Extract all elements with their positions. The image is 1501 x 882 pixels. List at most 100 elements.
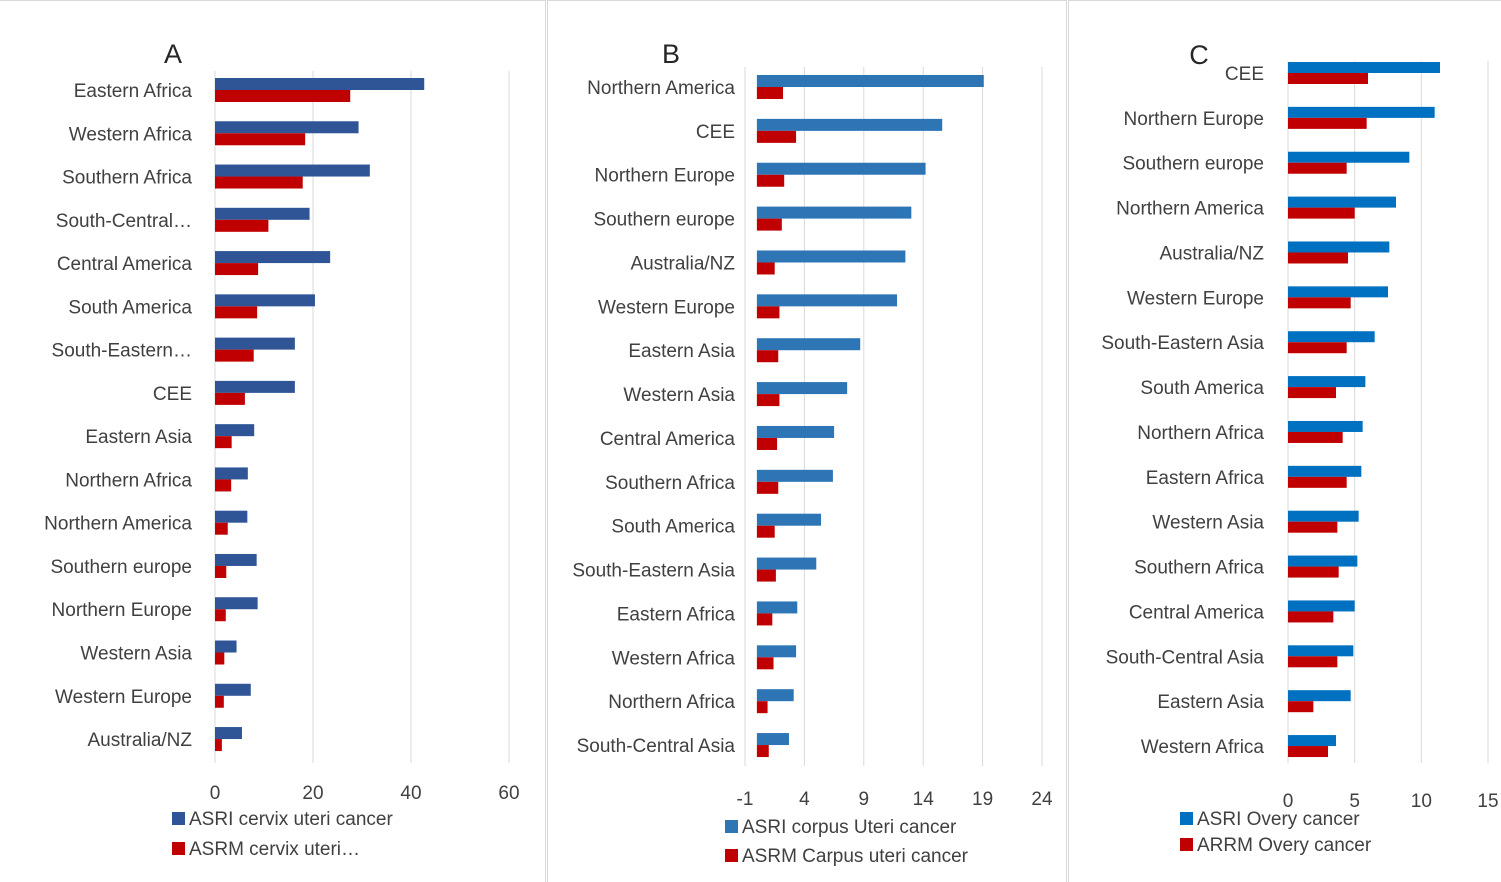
category-label: South-Eastern Asia [1101, 333, 1264, 354]
bar-asri [1288, 690, 1351, 702]
bar-asrm [215, 522, 228, 535]
legend-label: ASRI cervix uteri cancer [189, 809, 393, 830]
bar-asrm [756, 350, 779, 363]
panel-b: -1 4 9 14 19 24 B Northern America CEE Northern E… [547, 0, 1067, 882]
bar-asrm [756, 657, 774, 670]
category-label: South-Central Asia [1106, 647, 1265, 668]
category-label: Eastern Africa [1146, 468, 1265, 489]
bar-asri [215, 727, 242, 740]
bar-asrm [1288, 701, 1314, 713]
bar-asri [1288, 196, 1396, 208]
bar-asri [215, 294, 315, 307]
bar-asri [756, 645, 797, 658]
bar-asri [215, 121, 359, 134]
category-label: CEE [1225, 64, 1264, 85]
bar-asrm [215, 739, 222, 752]
bar-asri [756, 689, 794, 702]
category-label: Central America [600, 429, 736, 450]
category-label: Northern Africa [608, 692, 735, 713]
category-label: Western Europe [55, 687, 192, 708]
bar-asri [1288, 286, 1388, 298]
bar-asrm [756, 130, 797, 143]
bar-asrm [756, 701, 768, 714]
tick-label: 40 [400, 783, 421, 804]
legend-swatch [1180, 838, 1193, 851]
category-label: Eastern Africa [617, 604, 736, 625]
category-label: Western Europe [1127, 288, 1264, 309]
category-label: Eastern Asia [628, 341, 735, 362]
category-label: Central America [1129, 602, 1265, 623]
category-label: Northern Europe [52, 600, 192, 621]
legend-swatch [172, 812, 185, 825]
category-label: South-Central… [56, 211, 192, 232]
category-label: Northern Europe [1124, 109, 1264, 130]
legend-label: ASRM Carpus uteri cancer [742, 846, 969, 867]
bar-asrm [1288, 387, 1336, 399]
tick-label: 15 [1477, 791, 1498, 812]
chart-a: 0 20 40 60 A Eastern Africa Western Africa Sout… [44, 39, 519, 860]
bar-asrm [756, 306, 780, 319]
bar-asrm [1288, 297, 1351, 309]
bar-asri [756, 338, 861, 351]
bar-asrm [1288, 162, 1347, 174]
bar-asri [756, 75, 984, 87]
bar-asri [1288, 510, 1359, 522]
bar-asri [756, 557, 817, 570]
bar-asri [756, 294, 898, 307]
bar-asrm [1288, 476, 1347, 488]
tick-label: 24 [1031, 789, 1053, 810]
category-label: Northern America [587, 78, 735, 99]
bar-asrm [756, 174, 785, 187]
bar-asrm [215, 176, 303, 189]
bar-asrm [756, 525, 775, 538]
bar-asrm [215, 609, 226, 622]
category-label: South-Eastern… [52, 341, 192, 362]
bar-asri [756, 733, 789, 746]
bar-asrm [756, 437, 778, 450]
category-label: Northern America [1116, 199, 1264, 220]
tick-label: 10 [1411, 791, 1432, 812]
bar-asrm [756, 218, 782, 231]
bar-asri [1288, 645, 1354, 657]
bar-asrm [756, 394, 780, 407]
bar-asrm [1288, 521, 1338, 533]
category-label: Australia/NZ [1159, 243, 1264, 264]
bar-asri [215, 640, 237, 653]
bar-asri [215, 337, 295, 350]
bar-asrm [756, 745, 769, 758]
bar-asrm [215, 219, 269, 232]
legend-swatch [725, 849, 738, 862]
category-label: Southern europe [50, 557, 192, 578]
bar-asrm [756, 481, 779, 494]
category-label: Eastern Africa [74, 81, 193, 102]
bar-asri [215, 553, 257, 566]
chart-title: A [164, 39, 182, 69]
bar-asri [756, 469, 833, 482]
panel-c: 0 5 10 15 C CEE Northern Europe Southern europe… [1068, 0, 1501, 882]
category-label: CEE [153, 384, 192, 405]
bar-asri [215, 510, 248, 523]
bar-asri [756, 118, 943, 131]
category-label: Western Africa [1141, 737, 1265, 758]
bar-asri [1288, 600, 1355, 612]
bar-asri [215, 78, 425, 90]
bar-asri [1288, 62, 1440, 73]
chart-title: B [662, 39, 680, 69]
bar-asrm [756, 87, 784, 99]
bar-asrm [215, 133, 306, 146]
tick-label: 9 [859, 789, 870, 810]
chart-title: C [1189, 40, 1209, 70]
legend-label: ASRI corpus Uteri cancer [742, 817, 957, 838]
bar-asri [1288, 151, 1410, 163]
category-label: Western Asia [1152, 513, 1264, 534]
bar-asrm [215, 306, 258, 319]
category-label: Western Asia [80, 644, 192, 665]
bar-asri [215, 597, 258, 610]
bar-asrm [1288, 252, 1348, 264]
bar-asri [756, 601, 798, 614]
category-label: Eastern Asia [1157, 692, 1264, 713]
category-label: Southern europe [1122, 154, 1264, 175]
bar-asri [215, 467, 248, 480]
bar-asri [1288, 735, 1336, 747]
bar-asrm [215, 479, 232, 492]
